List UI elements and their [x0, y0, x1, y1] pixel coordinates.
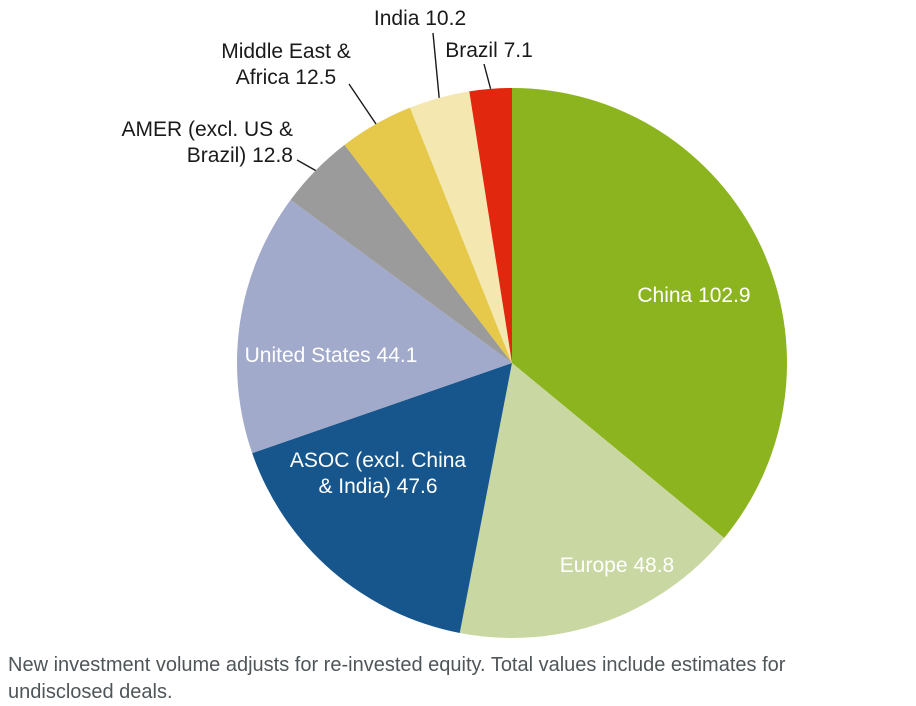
- leader-line-middle-east-africa: [348, 83, 377, 125]
- chart-footnote: New investment volume adjusts for re-inv…: [8, 652, 913, 706]
- leader-line-india: [432, 32, 440, 98]
- pie-slice-brazil: [469, 88, 512, 363]
- footnote-line-1: New investment volume adjusts for re-inv…: [8, 654, 786, 676]
- leader-line-amer: [296, 159, 316, 172]
- pie-label-india: India 10.2: [374, 7, 466, 30]
- pie-slice-europe: [459, 363, 725, 638]
- pie-slice-amer: [290, 144, 512, 363]
- pie-label-brazil: Brazil 7.1: [445, 39, 533, 62]
- pie-label-middle-east-africa: Middle East & Africa 12.5: [221, 40, 351, 89]
- pie-label-china: China 102.9: [637, 284, 750, 307]
- pie-label-united-states: United States 44.1: [245, 344, 418, 367]
- pie-label-europe: Europe 48.8: [560, 554, 674, 577]
- pie-slice-middle-east-africa: [344, 107, 512, 364]
- pie-slice-asoc: [252, 363, 512, 633]
- pie-slice-china: [512, 88, 787, 539]
- pie-label-asoc: ASOC (excl. China & India) 47.6: [290, 449, 467, 498]
- pie-chart: China 102.9 Europe 48.8 ASOC (excl. China &…: [121, 7, 787, 638]
- footnote-line-2: undisclosed deals.: [8, 681, 173, 703]
- leader-line-brazil: [483, 63, 492, 90]
- pie-slice-united-states: [237, 199, 512, 454]
- pie-slice-india: [409, 91, 512, 363]
- pie-label-amer: AMER (excl. US & Brazil) 12.8: [121, 118, 293, 167]
